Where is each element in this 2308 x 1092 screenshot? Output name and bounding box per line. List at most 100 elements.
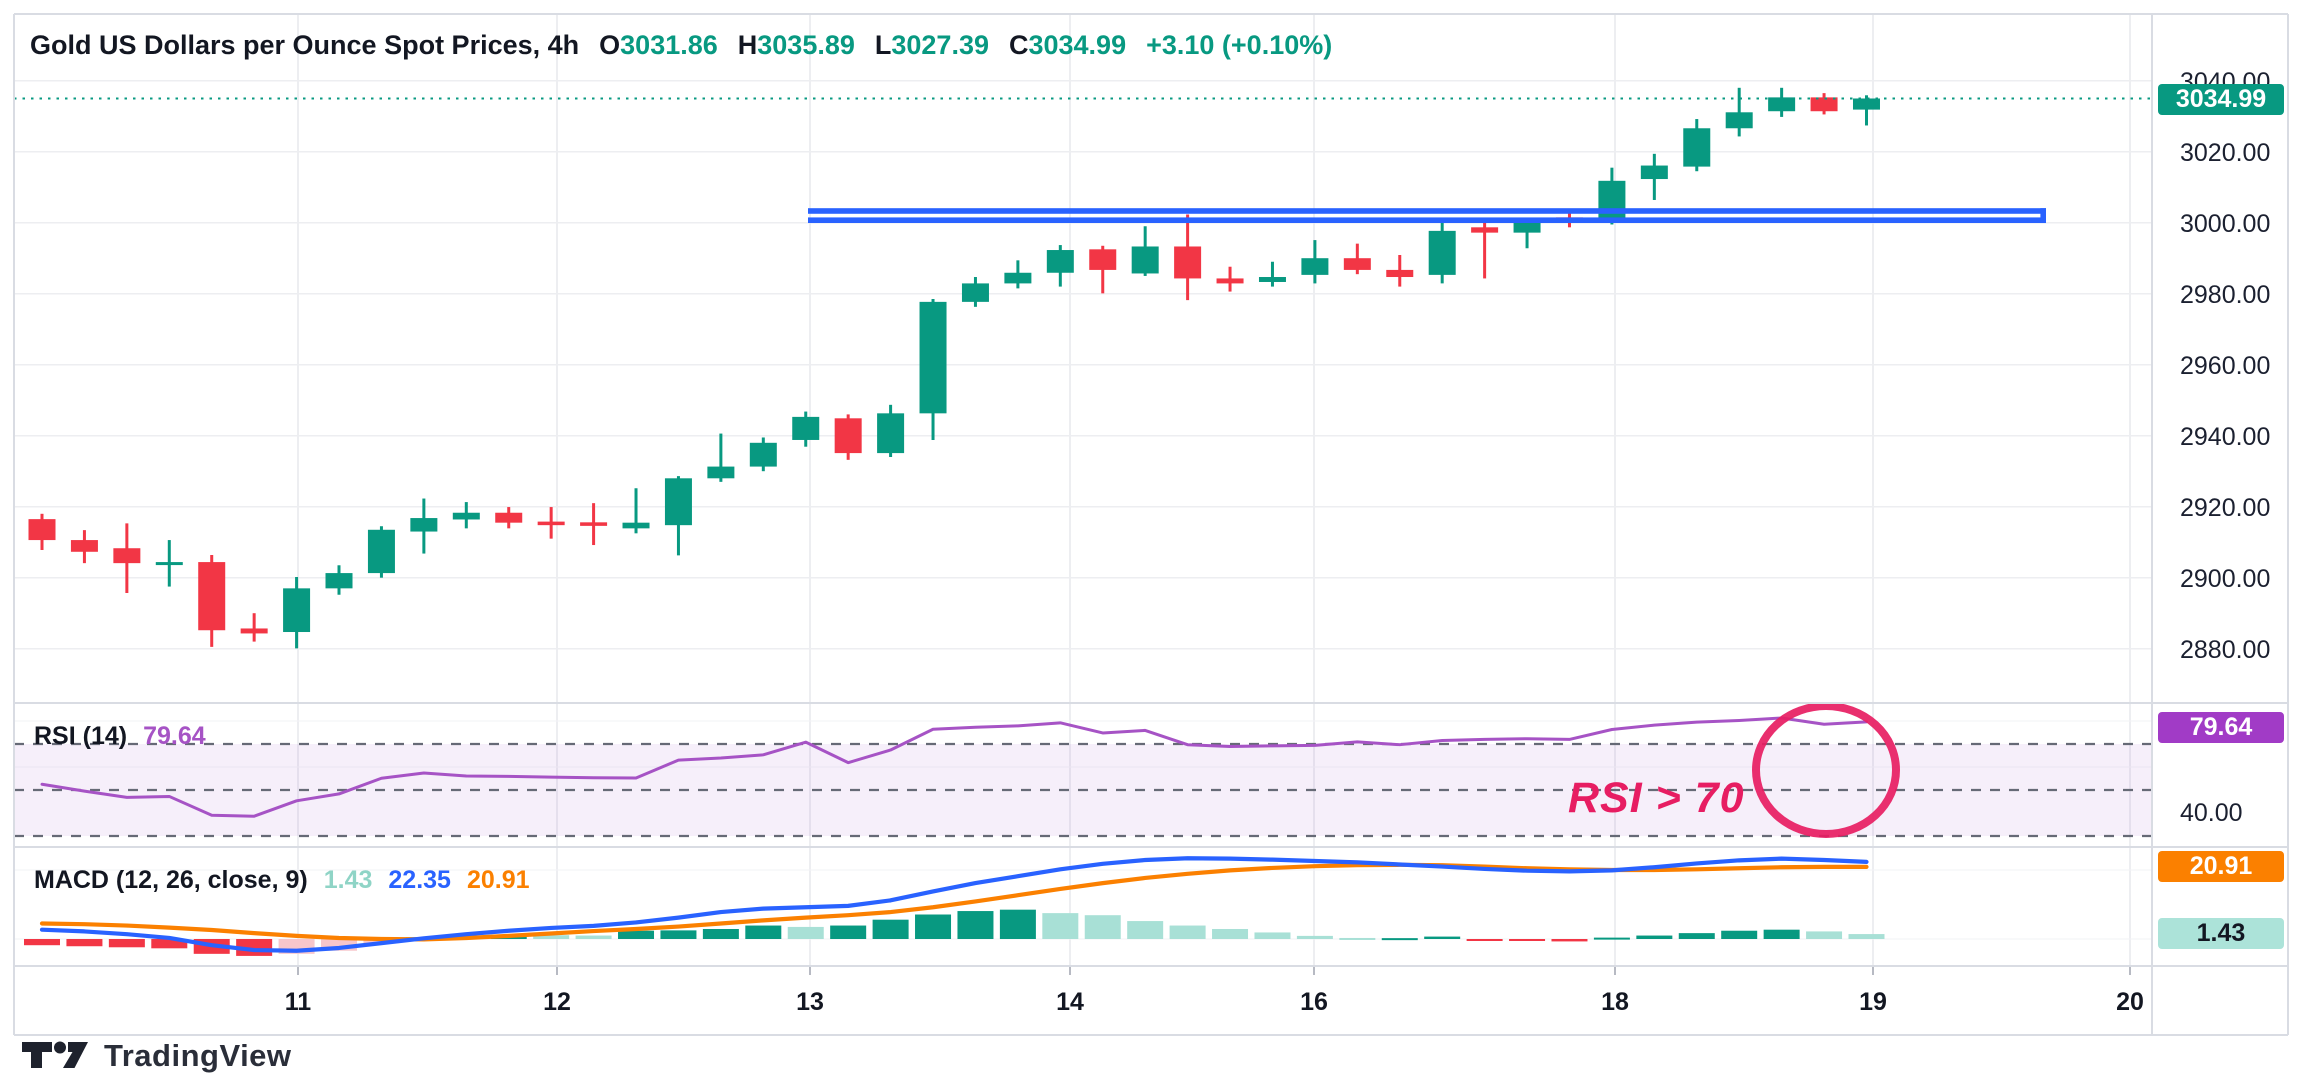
candle[interactable] <box>1598 167 1626 225</box>
candle[interactable] <box>28 513 56 551</box>
macd-signal-line[interactable] <box>39 862 1869 942</box>
candle[interactable] <box>495 507 523 529</box>
macd-indicator-legend[interactable]: MACD (12, 26, close, 9) 1.43 22.35 20.91 <box>34 866 530 895</box>
candle[interactable] <box>1131 226 1159 276</box>
candle[interactable] <box>919 299 947 440</box>
time-axis-label: 12 <box>543 988 571 1016</box>
ohlc-open: O3031.86 <box>599 30 718 60</box>
macd-histogram-bar <box>1084 915 1121 939</box>
price-axis-label: 2880.00 <box>2180 635 2271 664</box>
candle[interactable] <box>1258 261 1286 287</box>
candle[interactable] <box>198 554 226 647</box>
macd-histogram-bar <box>1169 925 1206 939</box>
macd-histogram-bar <box>1296 935 1333 939</box>
macd-histogram-bar <box>1848 934 1885 939</box>
candle[interactable] <box>834 414 862 460</box>
candle[interactable] <box>707 433 735 482</box>
time-scale[interactable]: 11 12 13 14 16 18 19 20 <box>0 988 2308 1028</box>
macd-histogram-bar <box>1127 921 1164 939</box>
candle[interactable] <box>749 437 777 472</box>
candle[interactable] <box>1683 119 1711 172</box>
macd-histogram-bar <box>1763 929 1800 939</box>
price-axis-label: 2980.00 <box>2180 280 2271 309</box>
rsi-line[interactable] <box>40 716 1868 818</box>
candle[interactable] <box>1513 220 1541 249</box>
rsi-circle-annotation[interactable] <box>1752 702 1900 838</box>
candle[interactable] <box>1810 93 1838 115</box>
candle[interactable] <box>113 523 141 593</box>
time-axis-label: 11 <box>284 988 312 1016</box>
macd-histogram-bar <box>1509 939 1546 941</box>
resistance-channel[interactable] <box>808 208 2046 224</box>
candle[interactable] <box>1471 218 1499 279</box>
candle[interactable] <box>622 488 650 534</box>
macd-label: MACD (12, 26, close, 9) <box>34 866 308 894</box>
last-price-badge: 3034.99 <box>2158 84 2284 115</box>
candle[interactable] <box>1428 217 1456 284</box>
candle[interactable] <box>1343 243 1371 275</box>
macd-histogram-bar <box>915 914 952 939</box>
macd-histogram-bar <box>787 926 824 939</box>
candle[interactable] <box>1640 153 1668 200</box>
panel-borders <box>13 13 2289 1036</box>
rsi-indicator-legend[interactable]: RSI (14) 79.64 <box>34 722 206 751</box>
macd-histogram-bar <box>1339 937 1376 940</box>
candle[interactable] <box>325 565 353 595</box>
candle[interactable] <box>70 530 98 564</box>
candle[interactable] <box>1768 87 1796 117</box>
macd-histogram-bar <box>1466 939 1503 941</box>
candle[interactable] <box>410 498 438 554</box>
macd-histogram-bar <box>1254 932 1291 939</box>
candle[interactable] <box>792 411 820 447</box>
time-axis-label: 19 <box>1859 988 1887 1016</box>
rsi-axis-tick-40: 40.00 <box>2180 799 2243 827</box>
macd-line-value: 22.35 <box>388 866 451 894</box>
candle[interactable] <box>240 613 268 642</box>
macd-histogram-bar <box>1806 931 1843 939</box>
tradingview-logo-icon <box>22 1041 88 1068</box>
macd-hist-value: 1.43 <box>323 866 373 894</box>
price-axis-label: 2940.00 <box>2180 422 2271 451</box>
candle[interactable] <box>1301 240 1329 284</box>
candle[interactable] <box>452 502 480 529</box>
candle[interactable] <box>1046 245 1074 287</box>
macd-histogram-bar <box>660 930 697 939</box>
symbol-title: Gold US Dollars per Ounce Spot Prices, 4… <box>30 30 580 60</box>
macd-histogram-bar <box>618 930 655 939</box>
macd-histogram-bar <box>1678 933 1715 939</box>
price-axis-label: 3000.00 <box>2180 209 2271 238</box>
rsi-annotation-text[interactable]: RSI > 70 <box>1568 774 1745 822</box>
symbol-legend[interactable]: Gold US Dollars per Ounce Spot Prices, 4… <box>30 30 1332 61</box>
candle[interactable] <box>961 277 989 307</box>
price-change: +3.10 (+0.10%) <box>1146 30 1333 60</box>
candle[interactable] <box>367 526 395 578</box>
macd-histogram-bar <box>1381 938 1418 941</box>
candle[interactable] <box>1004 260 1032 289</box>
tradingview-logo[interactable]: TradingView <box>20 1038 292 1074</box>
macd-line[interactable] <box>39 856 1869 953</box>
candles-layer <box>28 87 1880 649</box>
time-axis-label: 18 <box>1601 988 1629 1016</box>
macd-histogram-bar <box>1212 928 1249 939</box>
candle[interactable] <box>1174 214 1202 301</box>
candle[interactable] <box>877 404 905 457</box>
macd-hist-badge: 1.43 <box>2158 918 2284 949</box>
candle[interactable] <box>283 576 311 649</box>
candle[interactable] <box>537 507 565 539</box>
ohlc-close: C3034.99 <box>1008 30 1127 60</box>
candle[interactable] <box>580 503 608 546</box>
candle[interactable] <box>1852 95 1880 126</box>
candle[interactable] <box>155 540 183 587</box>
candle[interactable] <box>1386 255 1414 287</box>
ohlc-low: L3027.39 <box>874 30 989 60</box>
rsi-label: RSI (14) <box>34 722 128 750</box>
macd-histogram-bar <box>830 925 867 939</box>
macd-histogram-bar <box>1593 937 1630 940</box>
rsi-value: 79.64 <box>143 722 206 750</box>
candle[interactable] <box>664 476 692 556</box>
macd-signal-value: 20.91 <box>466 866 530 894</box>
candle[interactable] <box>1089 245 1117 294</box>
candle[interactable] <box>1216 266 1244 292</box>
candle[interactable] <box>1725 87 1753 137</box>
